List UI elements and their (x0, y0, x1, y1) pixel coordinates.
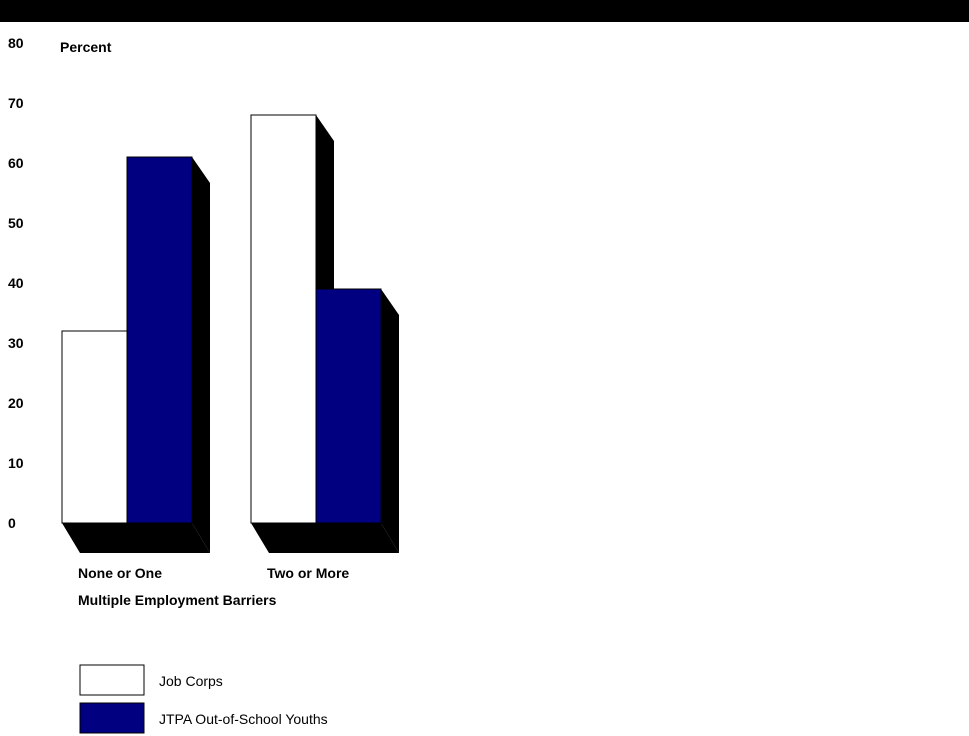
x-category-labels: None or One Two or More (78, 565, 349, 581)
legend: Job Corps JTPA Out-of-School Youths (79, 664, 328, 734)
bar-side-shadow (381, 289, 399, 553)
y-tick-label: 70 (8, 95, 24, 111)
x-axis-label: Multiple Employment Barriers (78, 592, 277, 608)
bars (61, 114, 382, 524)
y-tick-labels: 0 10 20 30 40 50 60 70 80 (8, 35, 24, 531)
bar (315, 288, 382, 524)
legend-swatch (79, 702, 145, 734)
top-black-band (0, 0, 969, 22)
bar-side-shadow (192, 157, 210, 553)
x-category-label: None or One (78, 565, 162, 581)
y-axis-label: Percent (60, 39, 112, 55)
legend-swatch (79, 664, 145, 696)
legend-label: JTPA Out-of-School Youths (159, 711, 328, 727)
x-category-label: Two or More (267, 565, 349, 581)
y-tick-label: 40 (8, 275, 24, 291)
y-tick-label: 80 (8, 35, 24, 51)
y-tick-label: 20 (8, 395, 24, 411)
y-tick-label: 10 (8, 455, 24, 471)
legend-label: Job Corps (159, 673, 223, 689)
bar (250, 114, 317, 524)
y-tick-label: 50 (8, 215, 24, 231)
y-tick-label: 30 (8, 335, 24, 351)
y-tick-label: 60 (8, 155, 24, 171)
y-tick-label: 0 (8, 515, 16, 531)
bar (126, 156, 193, 524)
bar (61, 330, 128, 524)
